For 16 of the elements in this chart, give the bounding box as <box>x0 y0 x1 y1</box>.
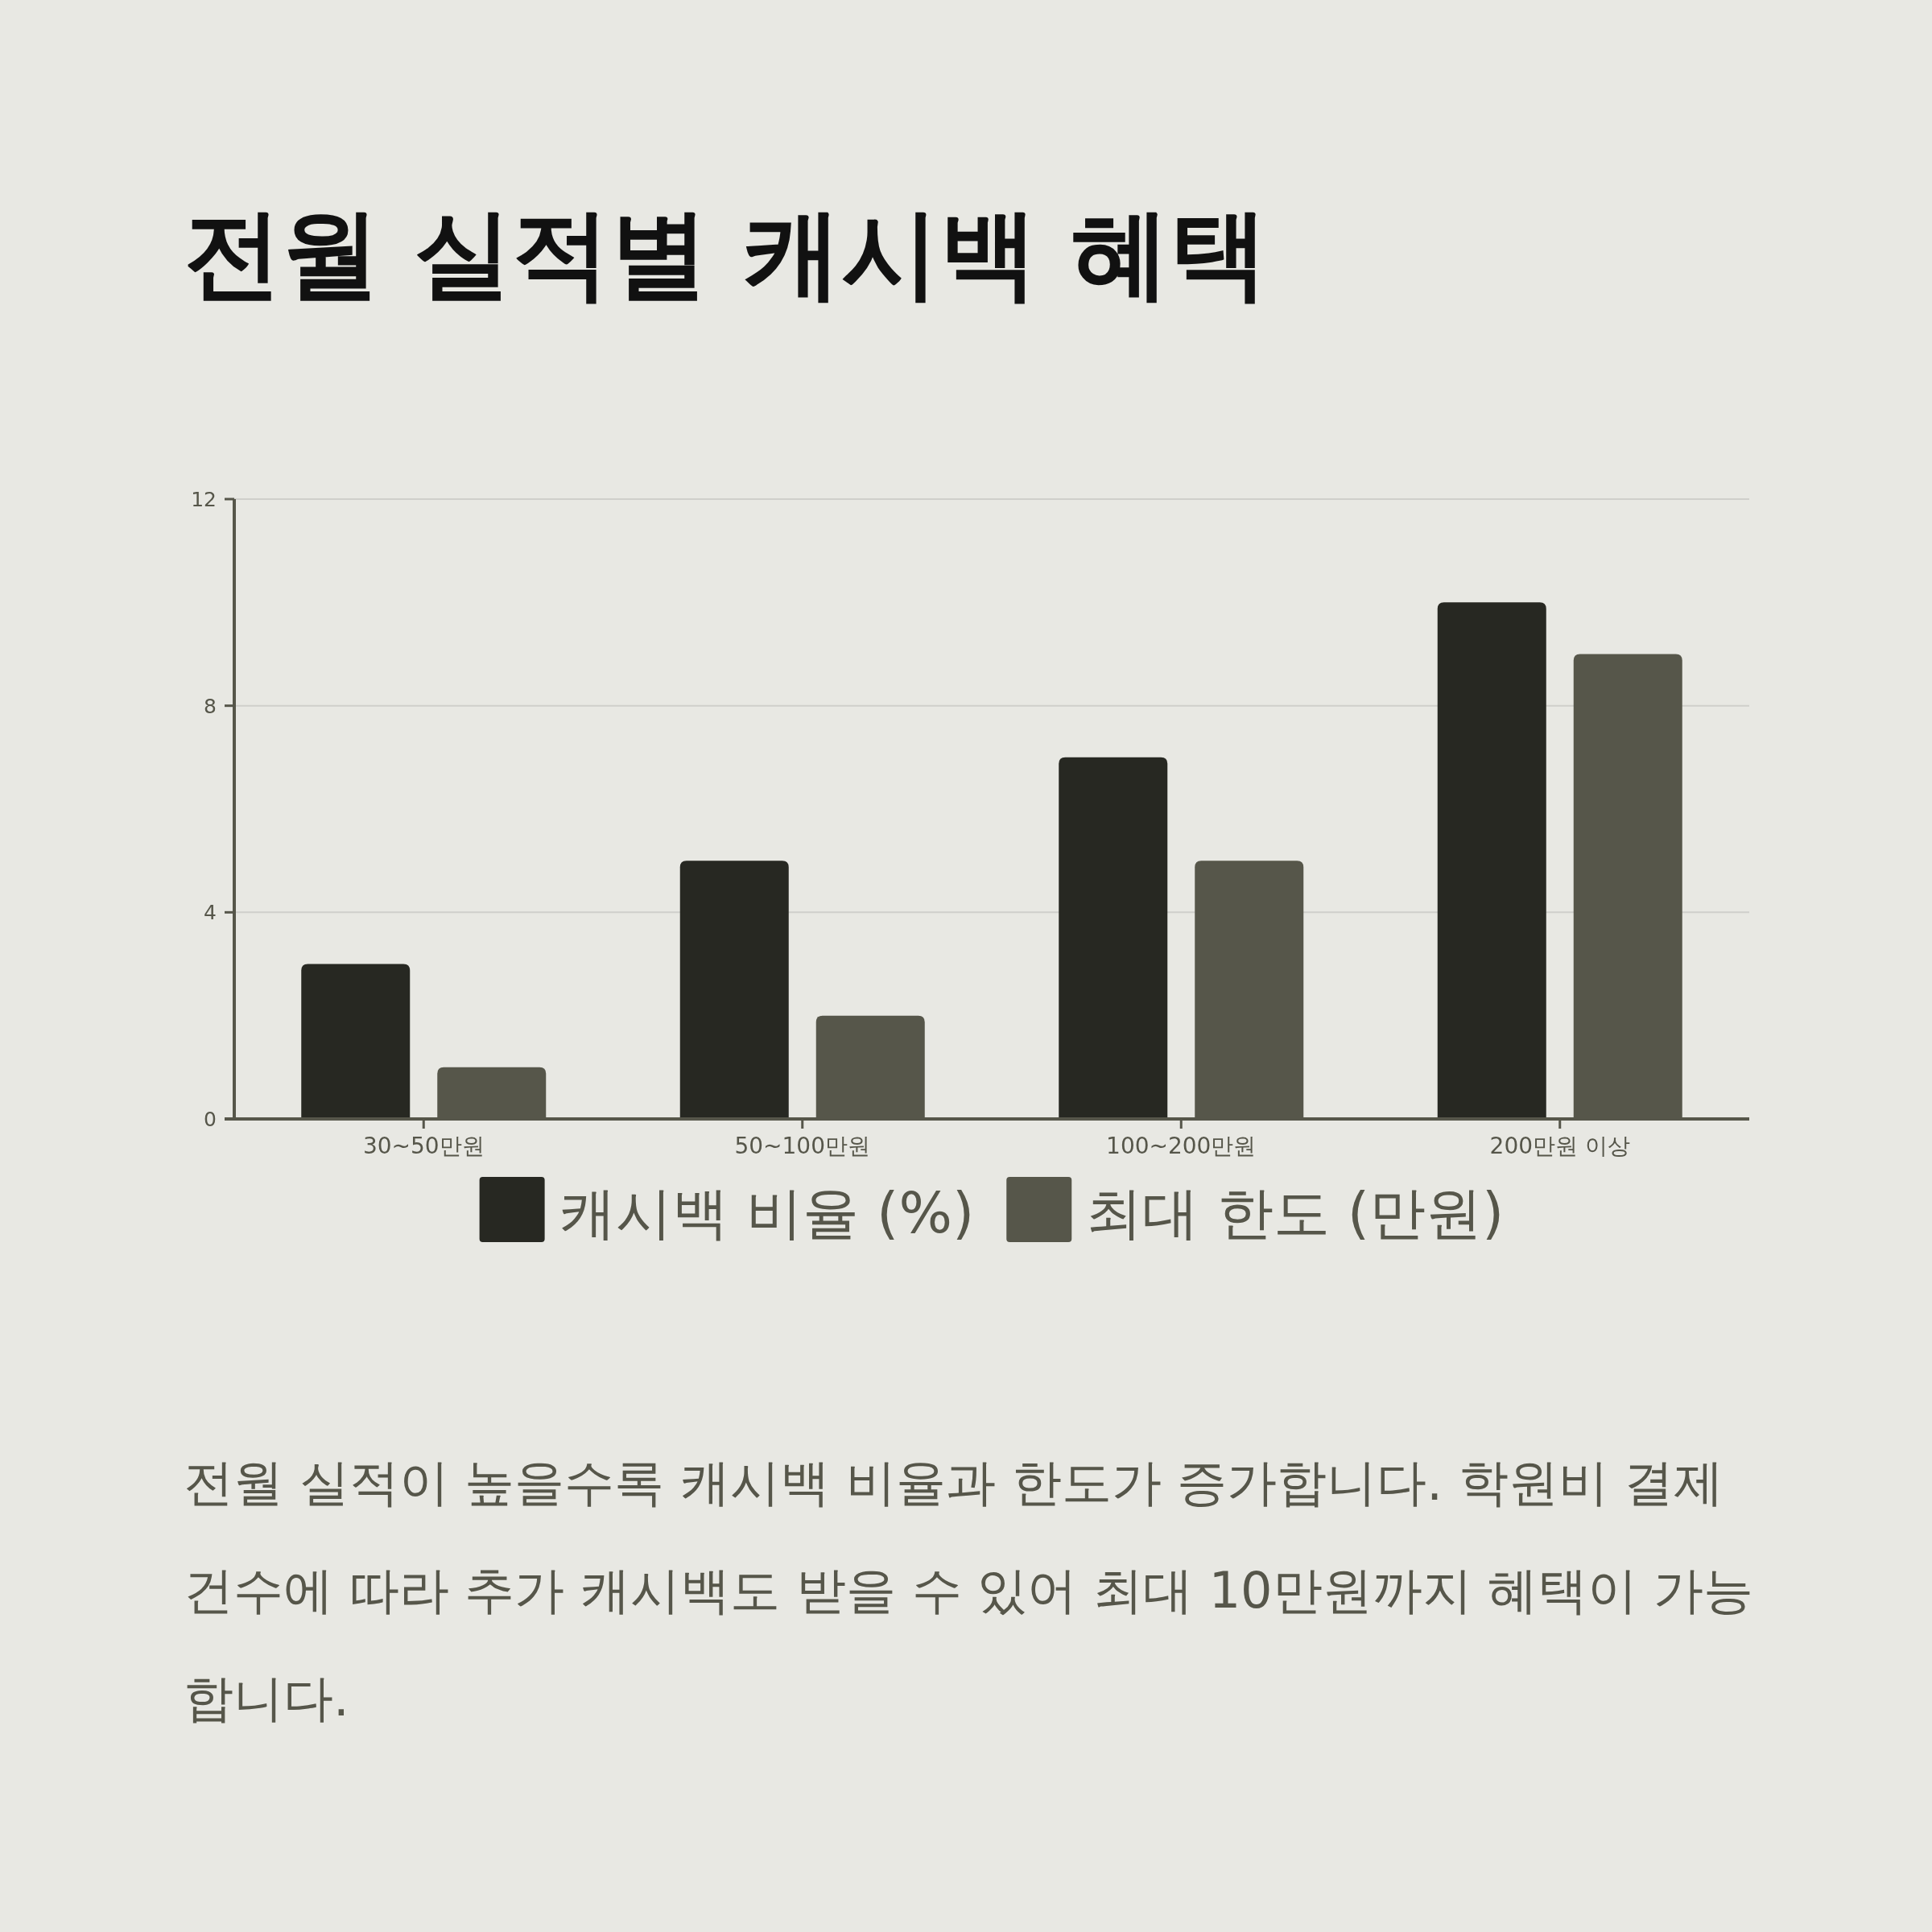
y-tick-label: 8 <box>204 694 217 718</box>
title: 전월 실적별 캐시백 혜택 <box>184 196 1269 312</box>
x-tick-label: 50~100만원 <box>734 1133 871 1159</box>
x-tick-label: 30~50만원 <box>362 1133 485 1159</box>
bar <box>301 964 411 1119</box>
bar <box>679 861 789 1119</box>
bar <box>1437 602 1546 1119</box>
x-tick-label: 200만원 이상 <box>1489 1133 1630 1159</box>
bar <box>1059 757 1168 1119</box>
legend-label: 최대 한도 (만원) <box>1086 1180 1505 1246</box>
y-tick-label: 12 <box>191 488 217 511</box>
legend-label: 캐시백 비율 (%) <box>559 1180 975 1246</box>
annotation: 전월 실적이 높을수록 캐시백 비율과 한도가 증가합니다. 학원비 결제 건수에 따라 추가 캐시백도 받을 수 있어 최대 10만원까지 혜택이 가능합니다. <box>184 1452 1754 1729</box>
y-tick-label: 4 <box>204 901 217 925</box>
y-tick-label: 0 <box>204 1108 217 1131</box>
x-tick-label: 100~200만원 <box>1106 1133 1257 1159</box>
